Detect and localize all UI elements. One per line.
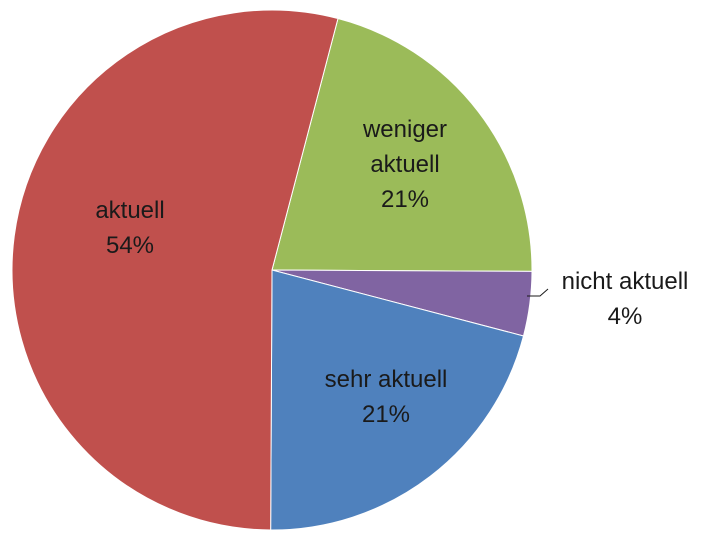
pie-slice-sehr-aktuell: [270, 269, 525, 531]
slice-label-weniger-aktuell: weniger: [362, 116, 447, 143]
pie-slices: [11, 9, 533, 531]
slice-label-nicht-aktuell: nicht aktuell: [562, 268, 689, 295]
leader-line-nicht-aktuell: [527, 288, 549, 297]
slice-label-aktuell: aktuell: [95, 197, 164, 224]
slice-label-weniger-aktuell: aktuell: [370, 151, 439, 178]
pie-slice-weniger-aktuell: [271, 17, 533, 272]
slice-value-label-nicht-aktuell: 4%: [608, 303, 643, 330]
slice-value-label-sehr-aktuell: 21%: [362, 401, 410, 428]
slice-value-label-weniger-aktuell: 21%: [381, 186, 429, 213]
pie-labels: weniger aktuell 21% nicht aktuell 4% sehr akt…: [95, 116, 688, 428]
slice-label-sehr-aktuell: sehr aktuell: [325, 366, 448, 393]
slice-value-label-aktuell: 54%: [106, 232, 154, 259]
pie-slice-aktuell: [11, 9, 339, 531]
